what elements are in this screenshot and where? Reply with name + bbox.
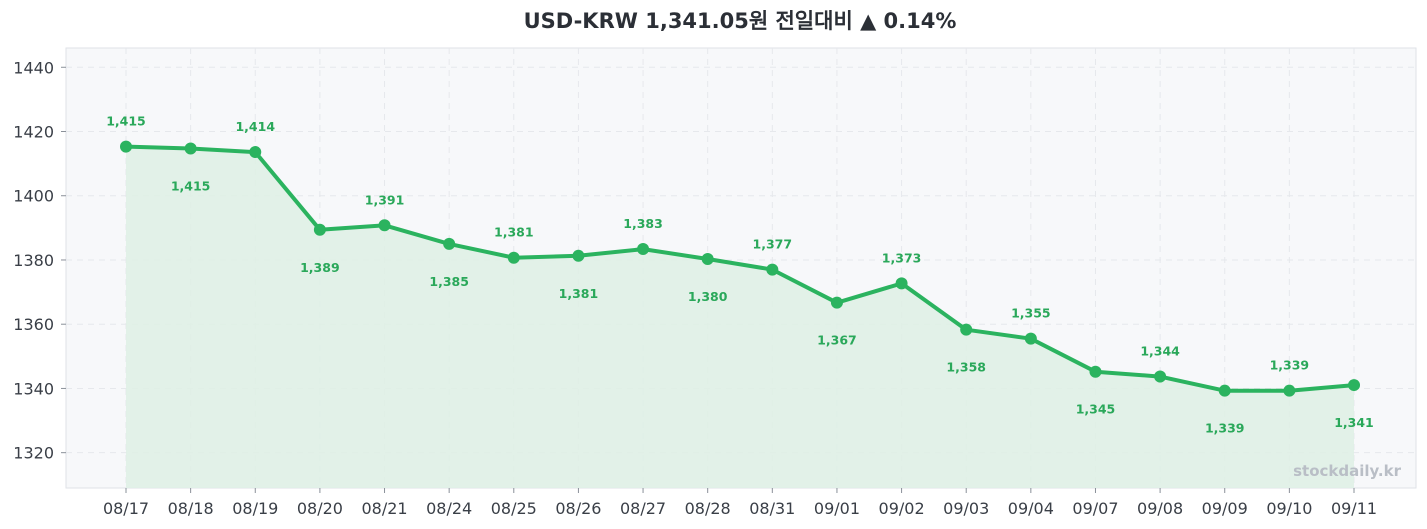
data-point [895,277,908,290]
data-point [701,253,714,266]
x-tick-label: 09/11 [1331,499,1377,518]
data-point [507,251,520,264]
data-point [443,237,456,250]
data-label: 1,383 [623,216,663,231]
data-label: 1,367 [817,333,857,348]
chart-title: USD-KRW 1,341.05원 전일대비 ▲ 0.14% [524,9,957,33]
data-label: 1,391 [365,192,405,207]
x-tick-label: 09/10 [1266,499,1312,518]
x-tick-label: 08/26 [555,499,601,518]
data-label: 1,389 [300,260,340,275]
data-point [1218,384,1231,397]
data-point [378,219,391,232]
x-tick-label: 08/18 [168,499,214,518]
y-axis: 1320 1340 1360 1380 1400 1420 1440 [13,58,66,463]
y-tick-label: 1340 [13,379,54,398]
data-point [1154,370,1167,383]
data-point [1024,332,1037,345]
data-point [1283,384,1296,397]
x-tick-label: 08/28 [685,499,731,518]
x-tick-label: 08/19 [232,499,278,518]
area-fill [126,146,1354,488]
data-label: 1,380 [688,289,728,304]
watermark: stockdaily.kr [1293,462,1401,480]
data-label: 1,414 [235,119,275,134]
x-tick-label: 09/04 [1008,499,1054,518]
y-tick-label: 1380 [13,251,54,270]
price-line [125,144,1355,393]
data-points [120,140,1360,397]
data-point [120,140,132,153]
data-point [184,142,197,155]
y-tick-label: 1360 [13,315,54,334]
x-tick-label: 09/09 [1202,499,1248,518]
x-tick-label: 08/27 [620,499,666,518]
data-label: 1,381 [494,225,534,240]
x-tick-label: 08/24 [426,499,472,518]
data-point [572,249,585,262]
x-tick-label: 09/01 [814,499,860,518]
x-tick-label: 09/07 [1072,499,1118,518]
x-axis: 08/17 08/18 08/19 08/20 08/21 08/24 08/25 08/26… [103,488,1377,518]
data-label: 1,358 [946,360,986,375]
data-label: 1,344 [1140,344,1180,359]
data-point [313,223,326,236]
data-label: 1,415 [171,179,211,194]
data-point [637,243,650,256]
x-tick-label: 09/08 [1137,499,1183,518]
data-label: 1,381 [559,286,599,301]
data-label: 1,373 [882,250,922,265]
data-labels: 1,415 1,415 1,414 1,389 1,391 1,385 1,381 1,381… [106,114,1374,436]
data-point [1348,379,1360,392]
data-label: 1,377 [753,237,793,252]
data-point [766,263,779,276]
data-label: 1,339 [1205,421,1245,436]
x-tick-label: 09/02 [879,499,925,518]
x-tick-label: 08/20 [297,499,343,518]
y-tick-label: 1440 [13,58,54,77]
x-tick-label: 08/31 [749,499,795,518]
data-point [960,323,973,336]
data-point [249,146,262,159]
data-label: 1,385 [429,274,469,289]
x-tick-label: 08/17 [103,499,149,518]
y-tick-label: 1420 [13,123,54,142]
y-tick-label: 1320 [13,444,54,463]
data-label: 1,339 [1270,358,1310,373]
y-tick-label: 1400 [13,187,54,206]
data-label: 1,355 [1011,306,1051,321]
data-label: 1,341 [1334,415,1374,430]
x-tick-label: 09/03 [943,499,989,518]
x-tick-label: 08/25 [491,499,537,518]
x-tick-label: 08/21 [361,499,407,518]
data-label: 1,345 [1076,402,1116,417]
data-point [1089,365,1102,378]
data-point [830,296,843,309]
data-label: 1,415 [106,114,146,129]
